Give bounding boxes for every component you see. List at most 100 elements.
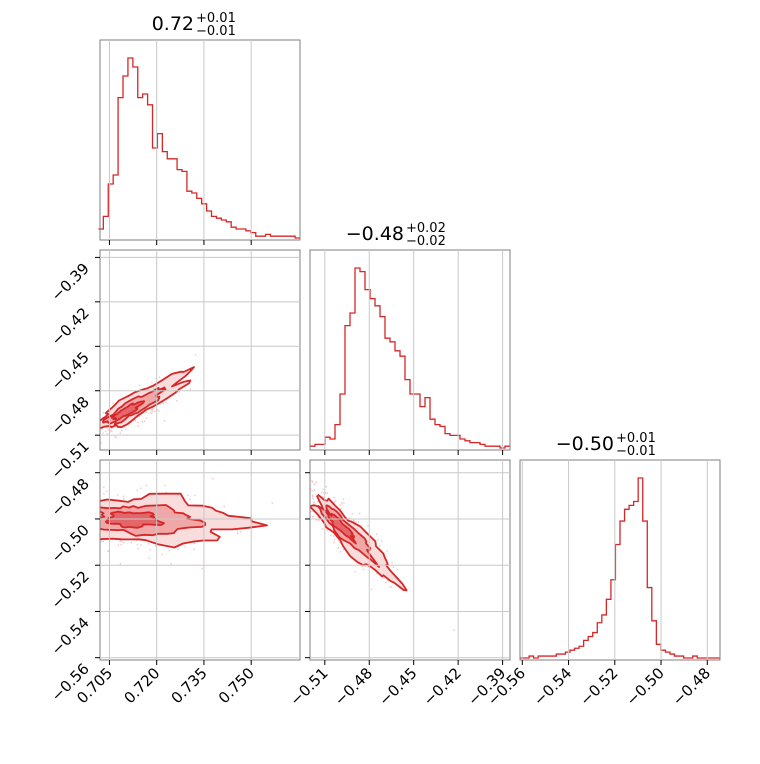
scatter-point [70,527,71,528]
density-panel-0 [80,249,301,451]
scatter-point [96,515,97,516]
scatter-point [85,499,86,500]
scatter-point [135,539,138,542]
scatter-point [111,427,113,430]
scatter-point [162,402,164,404]
scatter-point [106,433,109,435]
scatter-point [337,539,340,541]
scatter-point [138,384,141,387]
scatter-point [95,431,96,432]
scatter-point [133,419,135,422]
scatter-point [78,518,79,519]
scatter-point [239,531,242,533]
scatter-point [119,539,121,542]
scatter-point [351,513,353,515]
scatter-point [184,546,186,548]
scatter-point [165,401,168,404]
scatter-point [337,547,340,549]
scatter-point [119,562,122,565]
scatter-point [82,421,83,422]
scatter-point [73,522,74,523]
scatter-point [137,425,139,427]
scatter-point [83,501,84,502]
scatter-point [310,510,312,513]
panel-title-median: 0.72 [152,13,194,35]
scatter-point [310,488,312,490]
scatter-point [386,550,388,552]
scatter-point [359,512,361,515]
scatter-point [66,519,67,520]
scatter-point [342,498,345,500]
gridlines [324,250,504,450]
y-tick-label: −0.54 [48,614,93,659]
scatter-point [58,535,59,536]
scatter-point [189,388,191,390]
scatter-point [391,562,393,564]
scatter-point [94,549,95,550]
scatter-point [85,431,86,432]
scatter-point [350,520,353,522]
scatter-point [87,423,88,424]
scatter-point [122,495,125,497]
scatter-point [92,432,93,433]
scatter-point [322,492,325,494]
panel-title-median: −0.50 [556,433,614,455]
y-axis-2 [305,472,310,659]
scatter-point [150,412,153,414]
x-axis-0-2: 0.705 0.720 0.735 0.750 [73,660,258,707]
scatter-point [80,432,81,433]
density-content [80,354,197,444]
scatter-point [89,439,90,440]
panel-title-plus: +0.01 [616,431,656,446]
scatter-point [396,568,399,571]
panel-title-minus: −0.02 [406,234,446,249]
histogram-step-1 [310,267,510,449]
scatter-point [141,421,144,423]
scatter-point [95,530,96,531]
x-axis-0-1 [108,450,252,455]
scatter-point [453,629,455,632]
scatter-point [237,532,239,535]
x-tick-label: −0.52 [576,664,621,709]
x-tick-label: −0.51 [286,664,331,709]
scatter-point [91,510,92,511]
scatter-point [91,512,92,513]
scatter-point [339,504,341,506]
x-tick-label: −0.48 [331,664,376,709]
scatter-point [78,503,79,504]
scatter-point [147,543,150,545]
scatter-point [312,515,315,518]
scatter-point [311,480,313,482]
scatter-point [69,512,70,513]
scatter-point [236,530,238,532]
y-axis-2: −0.56−0.54−0.52−0.50−0.48 [48,472,100,705]
scatter-point [106,490,108,493]
y-tick-label: −0.52 [48,567,93,612]
scatter-point [339,551,341,553]
scatter-point [93,509,94,510]
scatter-point [114,435,116,438]
scatter-point [98,406,99,407]
scatter-point [97,531,98,532]
scatter-point [90,526,91,527]
x-tick-label: −0.48 [669,664,714,709]
scatter-point [120,543,122,546]
scatter-point [88,521,89,522]
contour-level-2 [104,510,165,529]
scatter-point [377,539,379,541]
scatter-point [333,497,335,499]
scatter-point [116,494,119,496]
scatter-point [91,422,92,423]
scatter-point [298,493,299,494]
scatter-point [339,542,342,545]
scatter-point [87,508,88,509]
histogram-panel-0: 0.72 +0.01−0.01 [98,11,301,241]
scatter-point [367,525,369,527]
scatter-point [315,519,318,521]
scatter-point [318,519,320,521]
y-tick-label: −0.48 [48,475,93,520]
scatter-point [92,526,93,527]
x-axis-1-2: −0.51 −0.48 −0.45 −0.42 −0.39 [286,660,509,709]
scatter-point [375,533,378,535]
